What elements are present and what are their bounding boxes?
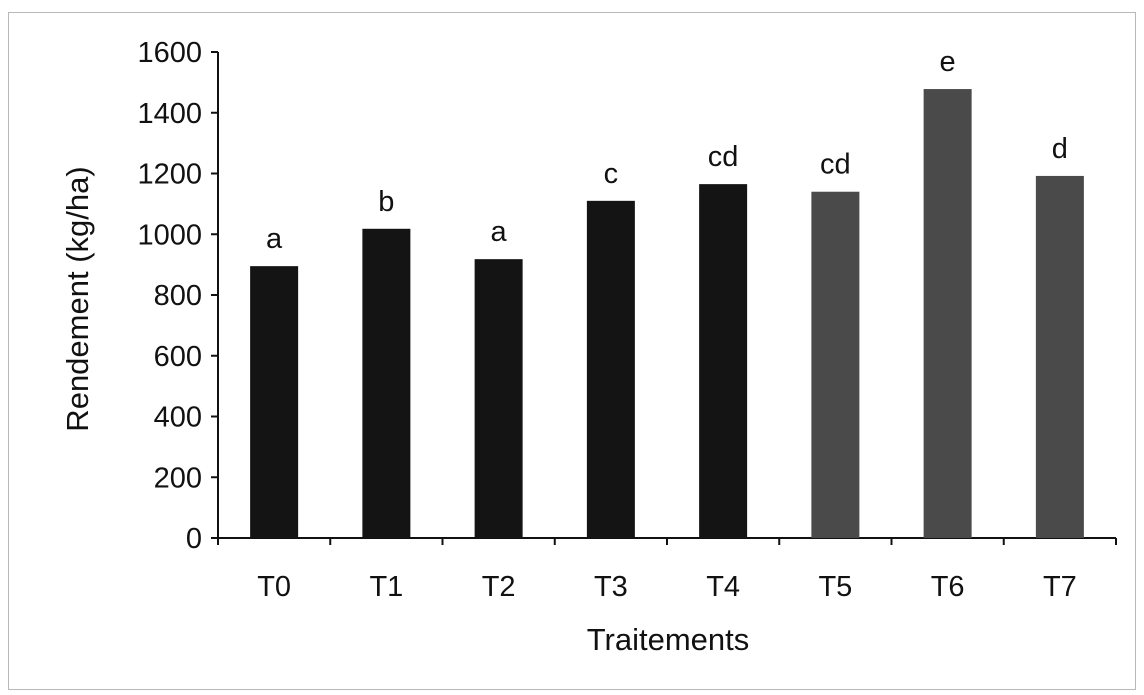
bar-t7: [1035, 175, 1084, 538]
y-axis-title: Rendement (kg/ha): [60, 166, 95, 431]
bars: [250, 89, 1084, 539]
x-tick-label: T4: [706, 571, 740, 603]
bar-t1: [362, 228, 411, 538]
bar-significance-label: b: [378, 186, 394, 218]
x-tick-label: T7: [1043, 571, 1077, 603]
y-axis: 0 200 400 600 800 1000 1200 1400 1600: [137, 37, 219, 555]
y-tick-label: 400: [154, 402, 202, 434]
data-labels: a b a c cd cd e d: [266, 46, 1068, 255]
x-tick-label: T6: [931, 571, 965, 603]
bar-significance-label: e: [940, 46, 956, 78]
bar-t2: [474, 259, 523, 538]
x-axis: T0 T1 T2 T3 T4 T5 T6 T7: [217, 537, 1117, 603]
bar-significance-label: d: [1052, 133, 1068, 165]
x-tick-label: T1: [369, 571, 403, 603]
x-tick-label: T0: [257, 571, 291, 603]
bar-significance-label: c: [604, 158, 619, 190]
bar-significance-label: cd: [820, 149, 851, 181]
x-axis-title: Traitements: [587, 622, 750, 657]
bar-t0: [250, 266, 299, 538]
y-tick-label: 800: [154, 280, 202, 312]
y-tick-label: 1400: [137, 98, 202, 130]
bar-significance-label: cd: [708, 141, 739, 173]
bar-t6: [923, 89, 972, 539]
bar-t5: [811, 191, 860, 538]
bar-t4: [699, 184, 748, 538]
bar-significance-label: a: [266, 223, 283, 255]
y-tick-label: 1000: [137, 219, 202, 251]
bar-t3: [586, 200, 635, 538]
x-tick-label: T5: [818, 571, 852, 603]
y-tick-label: 0: [186, 523, 202, 555]
y-tick-label: 600: [154, 341, 202, 373]
y-tick-label: 200: [154, 462, 202, 494]
y-tick-label: 1200: [137, 159, 202, 191]
bar-significance-label: a: [491, 216, 508, 248]
x-tick-label: T3: [594, 571, 628, 603]
y-tick-label: 1600: [137, 37, 202, 69]
x-tick-label: T2: [482, 571, 516, 603]
